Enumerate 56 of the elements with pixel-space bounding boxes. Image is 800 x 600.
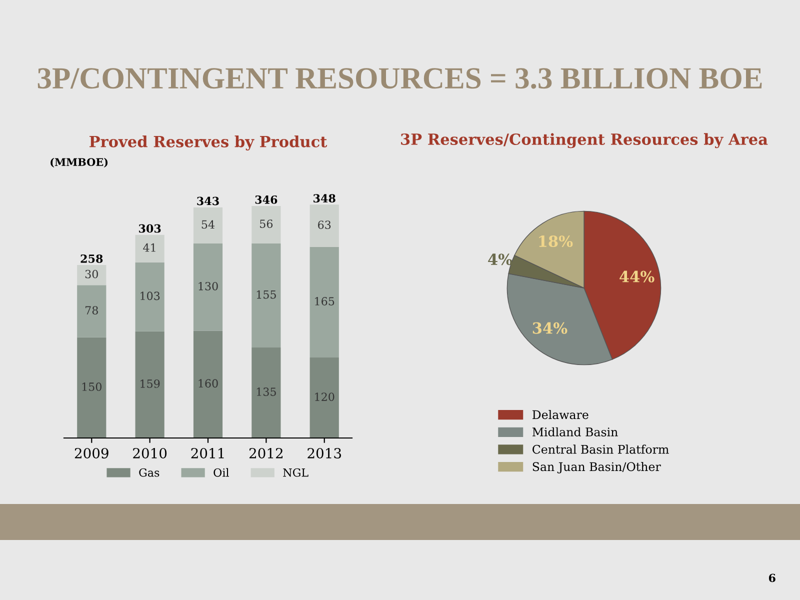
total-label: 258: [80, 254, 103, 263]
chart-subtitle: (MMBOE): [50, 158, 108, 168]
x-tick-label: 2011: [191, 448, 224, 458]
data-label: 130: [198, 282, 218, 290]
data-label: 44%: [620, 270, 654, 282]
bar: [310, 246, 339, 358]
bar: [252, 206, 281, 244]
x-tick-label: 2012: [249, 448, 282, 458]
legend-label: Delaware: [532, 410, 588, 420]
bar: [135, 234, 164, 262]
data-label: 78: [86, 306, 98, 314]
data-label: 63: [318, 220, 331, 230]
x-tick-label: 2010: [133, 448, 167, 458]
data-label: 155: [256, 290, 276, 299]
bar: [135, 262, 164, 332]
bar: [77, 285, 106, 338]
data-label: 30: [85, 270, 98, 278]
legend-label: NGL: [283, 468, 308, 477]
data-label: 18%: [539, 235, 573, 248]
bar: [252, 347, 281, 438]
bar: [193, 330, 223, 438]
data-label: 165: [315, 297, 334, 306]
chart-title: 3P Reserves/Contingent Resources by Area: [401, 133, 768, 148]
data-label: 160: [198, 379, 218, 388]
total-label: 303: [139, 224, 161, 233]
data-label: 56: [260, 220, 273, 228]
text: 3P/CONTINGENT RESOURCES = 3.3 BILLION BOE: [38, 68, 762, 89]
bar: [77, 265, 106, 286]
data-label: 120: [315, 392, 334, 401]
bar: [252, 244, 281, 348]
data-label: 4%: [488, 254, 512, 266]
data-label: 135: [256, 388, 276, 396]
total-label: 348: [314, 194, 336, 203]
x-tick-label: 2013: [308, 448, 342, 458]
data-label: 34%: [532, 322, 568, 334]
bar: [77, 337, 106, 438]
legend-label: Central Basin Platform: [532, 444, 669, 454]
legend-label: Midland Basin: [532, 427, 618, 436]
bar: [310, 358, 339, 438]
legend-label: Gas: [139, 468, 160, 477]
total-label: 343: [197, 196, 219, 206]
bar: [193, 207, 223, 244]
text: 6: [768, 574, 776, 582]
bar: [135, 331, 164, 438]
total-label: 346: [255, 195, 278, 204]
bar: [193, 244, 223, 331]
data-label: 54: [202, 220, 215, 229]
data-label: 41: [143, 243, 156, 252]
data-label: 159: [140, 380, 160, 388]
legend-label: San Juan Basin/Other: [532, 462, 661, 474]
bar: [310, 204, 339, 247]
chart-title: Proved Reserves by Product: [90, 136, 328, 151]
legend-label: Oil: [214, 468, 229, 477]
data-label: 103: [140, 292, 160, 300]
data-label: 150: [82, 382, 102, 391]
x-tick-label: 2009: [74, 448, 108, 458]
